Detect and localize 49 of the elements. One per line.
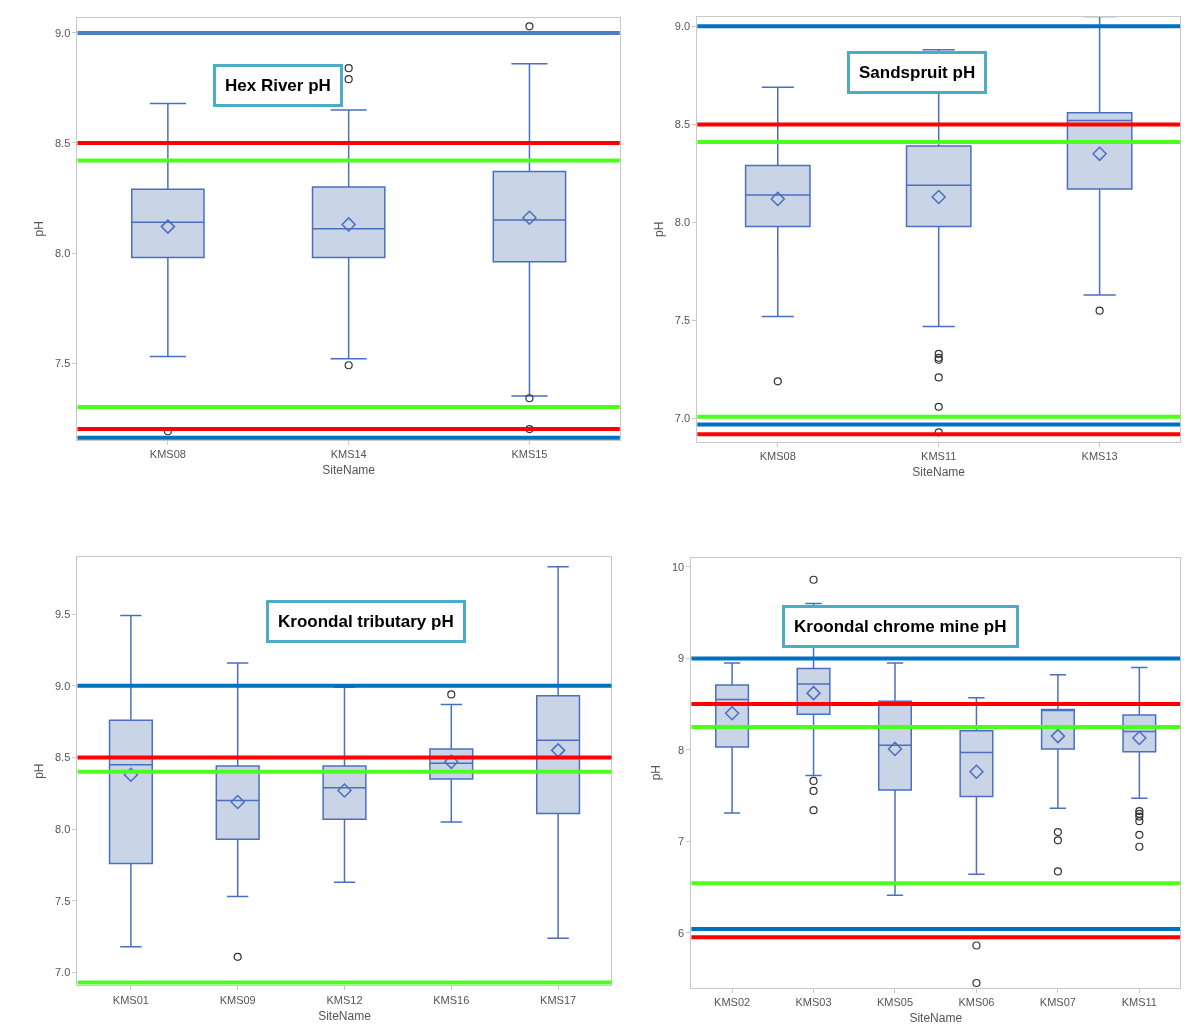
y-tick-label: 8.5 [674, 118, 691, 131]
x-axis-title: SiteName [912, 465, 966, 480]
y-axis-title: pH [32, 763, 47, 779]
y-tick-label: 8.5 [54, 136, 71, 149]
x-tick-label: KMS11 [921, 450, 957, 463]
x-axis-title: SiteName [322, 463, 376, 478]
text: Kroondal chrome mine pH [794, 617, 1007, 636]
x-tick-label: KMS17 [540, 993, 577, 1006]
y-tick-label: 8.0 [54, 823, 71, 836]
y-tick-label: 8.5 [54, 751, 71, 764]
y-tick-label: 7.5 [674, 314, 691, 327]
x-axis-title: SiteName [318, 1008, 372, 1023]
y-tick-label: 10 [671, 560, 685, 573]
x-tick-label: KMS03 [795, 995, 832, 1008]
y-tick-label: 6 [678, 926, 685, 939]
x-tick-label: KMS16 [433, 993, 470, 1006]
y-tick-label: 8 [678, 743, 685, 756]
text: Hex River pH [225, 76, 331, 95]
x-tick-label: KMS11 [1121, 995, 1157, 1008]
x-tick-label: KMS12 [326, 993, 363, 1006]
x-tick-label: KMS09 [219, 993, 256, 1006]
y-tick-label: 7.5 [54, 356, 71, 369]
x-tick-label: KMS15 [511, 448, 548, 461]
y-tick-label: 8.0 [54, 246, 71, 259]
x-tick-label: KMS05 [876, 995, 914, 1008]
x-tick-label: KMS07 [1039, 995, 1076, 1008]
y-tick-label: 7.5 [54, 894, 71, 907]
x-tick-label: KMS01 [112, 993, 149, 1006]
y-tick-label: 9 [678, 652, 685, 665]
y-tick-label: 9.5 [54, 607, 71, 620]
y-axis-title: pH [649, 765, 664, 781]
y-tick-label: 7.0 [54, 966, 71, 979]
y-tick-label: 9.0 [674, 20, 691, 33]
x-tick-label: KMS06 [958, 995, 995, 1008]
y-axis-title: pH [652, 221, 667, 237]
y-axis-title: pH [32, 221, 47, 237]
text: Kroondal tributary pH [278, 612, 454, 631]
y-tick-label: 9.0 [54, 679, 71, 692]
x-tick-label: KMS02 [714, 995, 751, 1008]
x-tick-label: KMS08 [149, 448, 186, 461]
y-tick-label: 7 [678, 835, 685, 848]
y-tick-label: 7.0 [674, 412, 691, 425]
x-tick-label: KMS13 [1081, 450, 1118, 463]
x-tick-label: KMS08 [759, 450, 796, 463]
x-axis-title: SiteName [909, 1010, 963, 1025]
y-tick-label: 9.0 [54, 26, 71, 39]
x-tick-label: KMS14 [330, 448, 367, 461]
y-tick-label: 8.0 [674, 216, 691, 229]
text: Sandspruit pH [859, 63, 976, 82]
